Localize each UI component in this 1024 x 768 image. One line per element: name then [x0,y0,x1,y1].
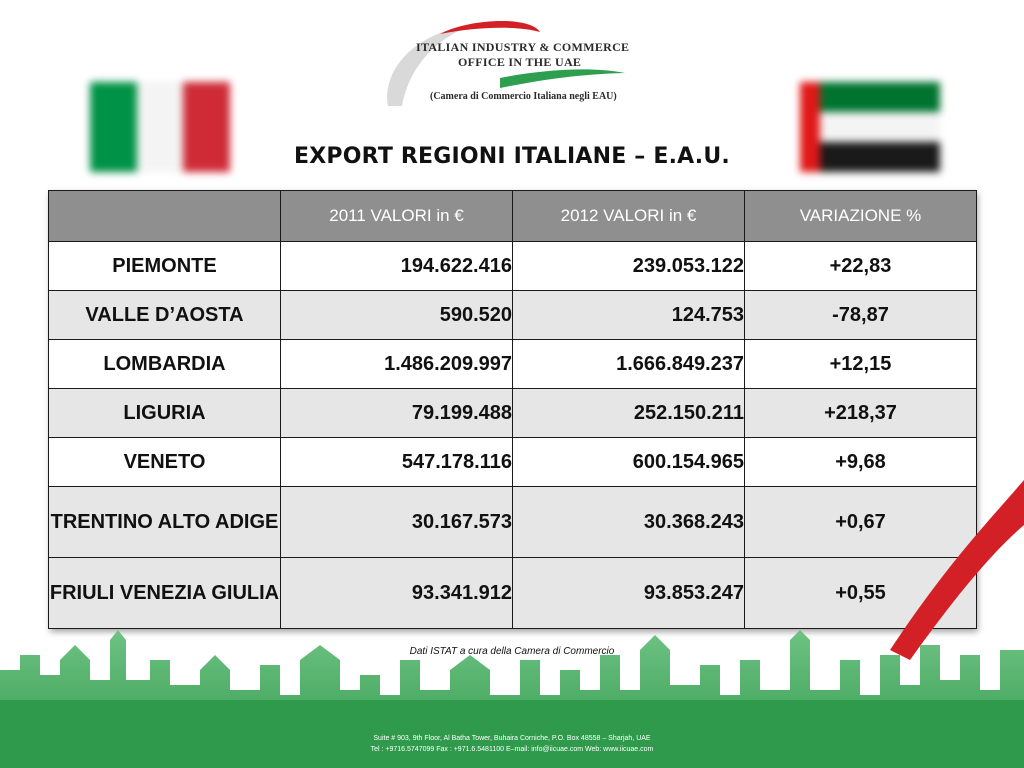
value-2011-cell: 1.486.209.997 [280,339,513,389]
header-region [48,190,281,242]
export-table: 2011 VALORI in € 2012 VALORI in € VARIAZ… [48,190,977,629]
value-2012-cell: 1.666.849.237 [512,339,745,389]
uae-flag-icon [800,82,940,172]
variation-cell: +22,83 [744,241,977,291]
value-2011-cell: 590.520 [280,290,513,340]
red-swoosh-icon [890,480,1024,660]
logo-swoosh-icon [387,20,625,106]
value-2011-cell: 79.199.488 [280,388,513,438]
italy-flag-icon [90,82,230,172]
variation-cell: +0,67 [744,486,977,558]
value-2012-cell: 252.150.211 [512,388,745,438]
table-header-row: 2011 VALORI in € 2012 VALORI in € VARIAZ… [48,190,977,242]
region-cell: VENETO [48,437,281,487]
value-2012-cell: 239.053.122 [512,241,745,291]
city-skyline-icon [0,630,1024,768]
value-2012-cell: 93.853.247 [512,557,745,629]
value-2012-cell: 30.368.243 [512,486,745,558]
region-cell: LOMBARDIA [48,339,281,389]
table-row: LOMBARDIA 1.486.209.997 1.666.849.237 +1… [48,339,977,389]
variation-cell: +12,15 [744,339,977,389]
header-variation: VARIAZIONE % [744,190,977,242]
logo-line-2: OFFICE IN THE UAE [458,55,582,69]
value-2012-cell: 600.154.965 [512,437,745,487]
footer-address: Suite # 903, 9th Floor, Al Batha Tower, … [373,735,651,742]
source-note: Dati ISTAT a cura della Camera di Commer… [409,646,615,657]
table-row: VENETO 547.178.116 600.154.965 +9,68 [48,437,977,487]
table-row: LIGURIA 79.199.488 252.150.211 +218,37 [48,388,977,438]
region-cell: PIEMONTE [48,241,281,291]
variation-cell: +9,68 [744,437,977,487]
footer-contacts: Tel : +9716.5747099 Fax : +971.6.5481100… [370,746,654,753]
region-cell: LIGURIA [48,388,281,438]
region-cell: TRENTINO ALTO ADIGE [48,486,281,558]
value-2011-cell: 547.178.116 [280,437,513,487]
chamber-logo: ITALIAN INDUSTRY & COMMERCE OFFICE IN TH… [380,18,650,113]
variation-cell: +218,37 [744,388,977,438]
table-row: TRENTINO ALTO ADIGE 30.167.573 30.368.24… [48,486,977,558]
table-row: VALLE D’AOSTA 590.520 124.753 -78,87 [48,290,977,340]
logo-line-1: ITALIAN INDUSTRY & COMMERCE [416,40,630,54]
header-2012: 2012 VALORI in € [512,190,745,242]
table-row: FRIULI VENEZIA GIULIA 93.341.912 93.853.… [48,557,977,629]
value-2011-cell: 194.622.416 [280,241,513,291]
page-title: EXPORT REGIONI ITALIANE – E.A.U. [294,144,730,169]
footer-contact: Suite # 903, 9th Floor, Al Batha Tower, … [0,733,1024,755]
variation-cell: -78,87 [744,290,977,340]
logo-line-3: (Camera di Commercio Italiana negli EAU) [430,91,617,102]
table-row: PIEMONTE 194.622.416 239.053.122 +22,83 [48,241,977,291]
header-2011: 2011 VALORI in € [280,190,513,242]
value-2012-cell: 124.753 [512,290,745,340]
value-2011-cell: 30.167.573 [280,486,513,558]
region-cell: VALLE D’AOSTA [48,290,281,340]
region-cell: FRIULI VENEZIA GIULIA [48,557,281,629]
value-2011-cell: 93.341.912 [280,557,513,629]
